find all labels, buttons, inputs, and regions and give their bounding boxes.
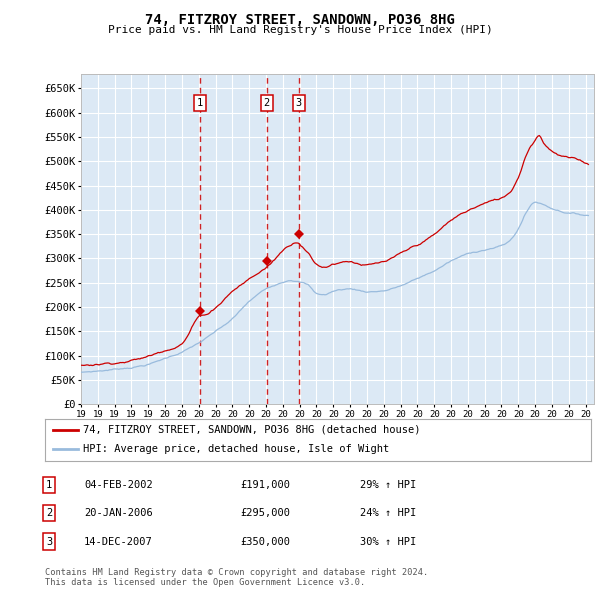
Text: 30% ↑ HPI: 30% ↑ HPI	[360, 537, 416, 546]
Text: HPI: Average price, detached house, Isle of Wight: HPI: Average price, detached house, Isle…	[83, 444, 389, 454]
Text: Price paid vs. HM Land Registry's House Price Index (HPI): Price paid vs. HM Land Registry's House …	[107, 25, 493, 35]
Text: £350,000: £350,000	[240, 537, 290, 546]
Text: £295,000: £295,000	[240, 509, 290, 518]
Text: 04-FEB-2002: 04-FEB-2002	[84, 480, 153, 490]
Text: £191,000: £191,000	[240, 480, 290, 490]
Text: 1: 1	[197, 98, 203, 108]
Text: Contains HM Land Registry data © Crown copyright and database right 2024.
This d: Contains HM Land Registry data © Crown c…	[45, 568, 428, 587]
Text: 3: 3	[46, 537, 52, 546]
Text: 2: 2	[264, 98, 270, 108]
Text: 20-JAN-2006: 20-JAN-2006	[84, 509, 153, 518]
Text: 29% ↑ HPI: 29% ↑ HPI	[360, 480, 416, 490]
Text: 14-DEC-2007: 14-DEC-2007	[84, 537, 153, 546]
Text: 2: 2	[46, 509, 52, 518]
Text: 74, FITZROY STREET, SANDOWN, PO36 8HG (detached house): 74, FITZROY STREET, SANDOWN, PO36 8HG (d…	[83, 425, 421, 434]
Text: 74, FITZROY STREET, SANDOWN, PO36 8HG: 74, FITZROY STREET, SANDOWN, PO36 8HG	[145, 13, 455, 27]
Text: 1: 1	[46, 480, 52, 490]
Text: 3: 3	[296, 98, 302, 108]
Text: 24% ↑ HPI: 24% ↑ HPI	[360, 509, 416, 518]
